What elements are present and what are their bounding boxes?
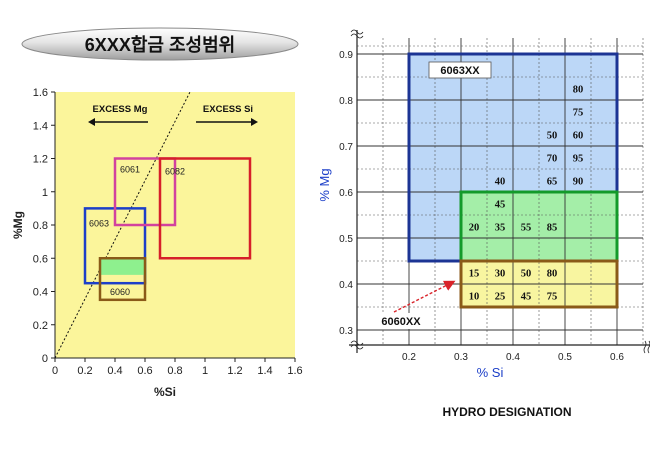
page-title: 6XXX합금 조성범위 bbox=[85, 34, 235, 55]
designation-cell: 75 bbox=[573, 108, 584, 119]
y-tick-label: 1 bbox=[42, 187, 48, 199]
x-tick-label: 0.6 bbox=[610, 352, 624, 363]
y-tick-label: 0.2 bbox=[33, 320, 48, 332]
designation-cell: 55 bbox=[521, 223, 532, 234]
x-tick-label: 0.6 bbox=[137, 365, 152, 377]
y-tick-label: 0.9 bbox=[339, 50, 353, 61]
designation-cell: 95 bbox=[573, 154, 584, 165]
region-label: 6082 bbox=[165, 167, 185, 177]
y-tick-label: 0.6 bbox=[339, 188, 353, 199]
alloy-composition-chart: 0 0.2 0.4 0.6 0.8 1 1.2 1.4 1.6 0 0.2 0.4 0.6 0.8 1 1.2… bbox=[11, 87, 303, 399]
region-fill-6060 bbox=[100, 258, 145, 275]
x-tick-label: 0.2 bbox=[402, 352, 416, 363]
designation-cell: 40 bbox=[495, 177, 506, 188]
region-outline-6060XX bbox=[459, 259, 619, 309]
x-tick-label: 0.4 bbox=[506, 352, 520, 363]
hydro-designation-chart: 0.2 0.3 0.4 0.5 0.6 0.3 0.4 0.5 0.6 0.7 0.8 0.9 % Si… bbox=[317, 29, 650, 419]
y-tick-label: 0.6 bbox=[33, 253, 48, 265]
x-tick-label: 0.4 bbox=[107, 365, 122, 377]
y-tick-label: 1.2 bbox=[33, 154, 48, 166]
y-axis-label: % Mg bbox=[317, 168, 332, 201]
callout-arrow bbox=[393, 280, 456, 313]
title-banner: 6XXX합금 조성범위 bbox=[21, 27, 299, 61]
label-box-6060xx bbox=[372, 313, 430, 329]
designation-cell: 80 bbox=[573, 85, 584, 96]
designation-cell: 45 bbox=[521, 292, 532, 303]
arrow-right-head bbox=[251, 118, 258, 126]
y-tick-label: 0.4 bbox=[339, 280, 353, 291]
designation-cell: 20 bbox=[469, 223, 480, 234]
designation-cell: 30 bbox=[495, 269, 506, 280]
annotation-excess-si: EXCESS Si bbox=[203, 104, 253, 115]
designation-cell: 80 bbox=[547, 269, 558, 280]
region-label: 6063 bbox=[89, 218, 109, 228]
y-tick-label: 0.4 bbox=[33, 287, 48, 299]
chart-caption: HYDRO DESIGNATION bbox=[442, 405, 571, 419]
region-label: 6060 bbox=[110, 287, 130, 297]
designation-cell: 35 bbox=[495, 223, 506, 234]
y-tick-label: 1.4 bbox=[33, 120, 48, 132]
designation-cell: 25 bbox=[495, 292, 506, 303]
designation-cell: 60 bbox=[573, 131, 584, 142]
designation-cell: 85 bbox=[547, 223, 558, 234]
designation-cell: 15 bbox=[469, 269, 480, 280]
arrow-left-head bbox=[88, 118, 95, 126]
region-label-6063xx: 6063XX bbox=[440, 65, 480, 77]
region-6082 bbox=[158, 157, 252, 260]
x-tick-label: 0.3 bbox=[454, 352, 468, 363]
annotation-excess-mg: EXCESS Mg bbox=[93, 104, 148, 115]
designation-cell: 45 bbox=[495, 200, 506, 211]
region-6061 bbox=[113, 157, 177, 227]
y-tick-label: 1.6 bbox=[33, 87, 48, 99]
designation-cell: 10 bbox=[469, 292, 480, 303]
region-6060 bbox=[98, 257, 147, 302]
x-axis-label: %Si bbox=[154, 385, 176, 399]
designation-cell: 50 bbox=[521, 269, 532, 280]
x-axis-label: % Si bbox=[477, 365, 504, 380]
x-tick-label: 1.2 bbox=[227, 365, 242, 377]
x-tick-label: 1.6 bbox=[287, 365, 302, 377]
region-label: 6061 bbox=[120, 165, 140, 175]
designation-cell: 65 bbox=[547, 177, 558, 188]
x-tick-label: 1 bbox=[202, 365, 208, 377]
region-label-6060xx: 6060XX bbox=[381, 316, 421, 328]
y-axis-label: %Mg bbox=[11, 211, 25, 239]
axis-break-icon bbox=[643, 340, 650, 354]
designation-cell: 70 bbox=[547, 154, 558, 165]
designation-cell: 75 bbox=[547, 292, 558, 303]
designation-cell: 90 bbox=[573, 177, 584, 188]
axis-break-icon bbox=[350, 340, 364, 350]
y-tick-label: 0.3 bbox=[339, 326, 353, 337]
y-tick-label: 0.5 bbox=[339, 234, 353, 245]
designation-cell: 50 bbox=[547, 131, 558, 142]
x-tick-label: 0.8 bbox=[167, 365, 182, 377]
axis-break-icon bbox=[350, 29, 364, 39]
y-tick-label: 0 bbox=[42, 353, 48, 365]
y-tick-label: 0.7 bbox=[339, 142, 353, 153]
y-tick-label: 0.8 bbox=[33, 220, 48, 232]
y-tick-label: 0.8 bbox=[339, 96, 353, 107]
x-tick-label: 0.5 bbox=[558, 352, 572, 363]
label-box-6063xx bbox=[428, 61, 492, 79]
x-tick-label: 1.4 bbox=[257, 365, 272, 377]
x-tick-label: 0.2 bbox=[77, 365, 92, 377]
x-tick-label: 0 bbox=[52, 365, 58, 377]
